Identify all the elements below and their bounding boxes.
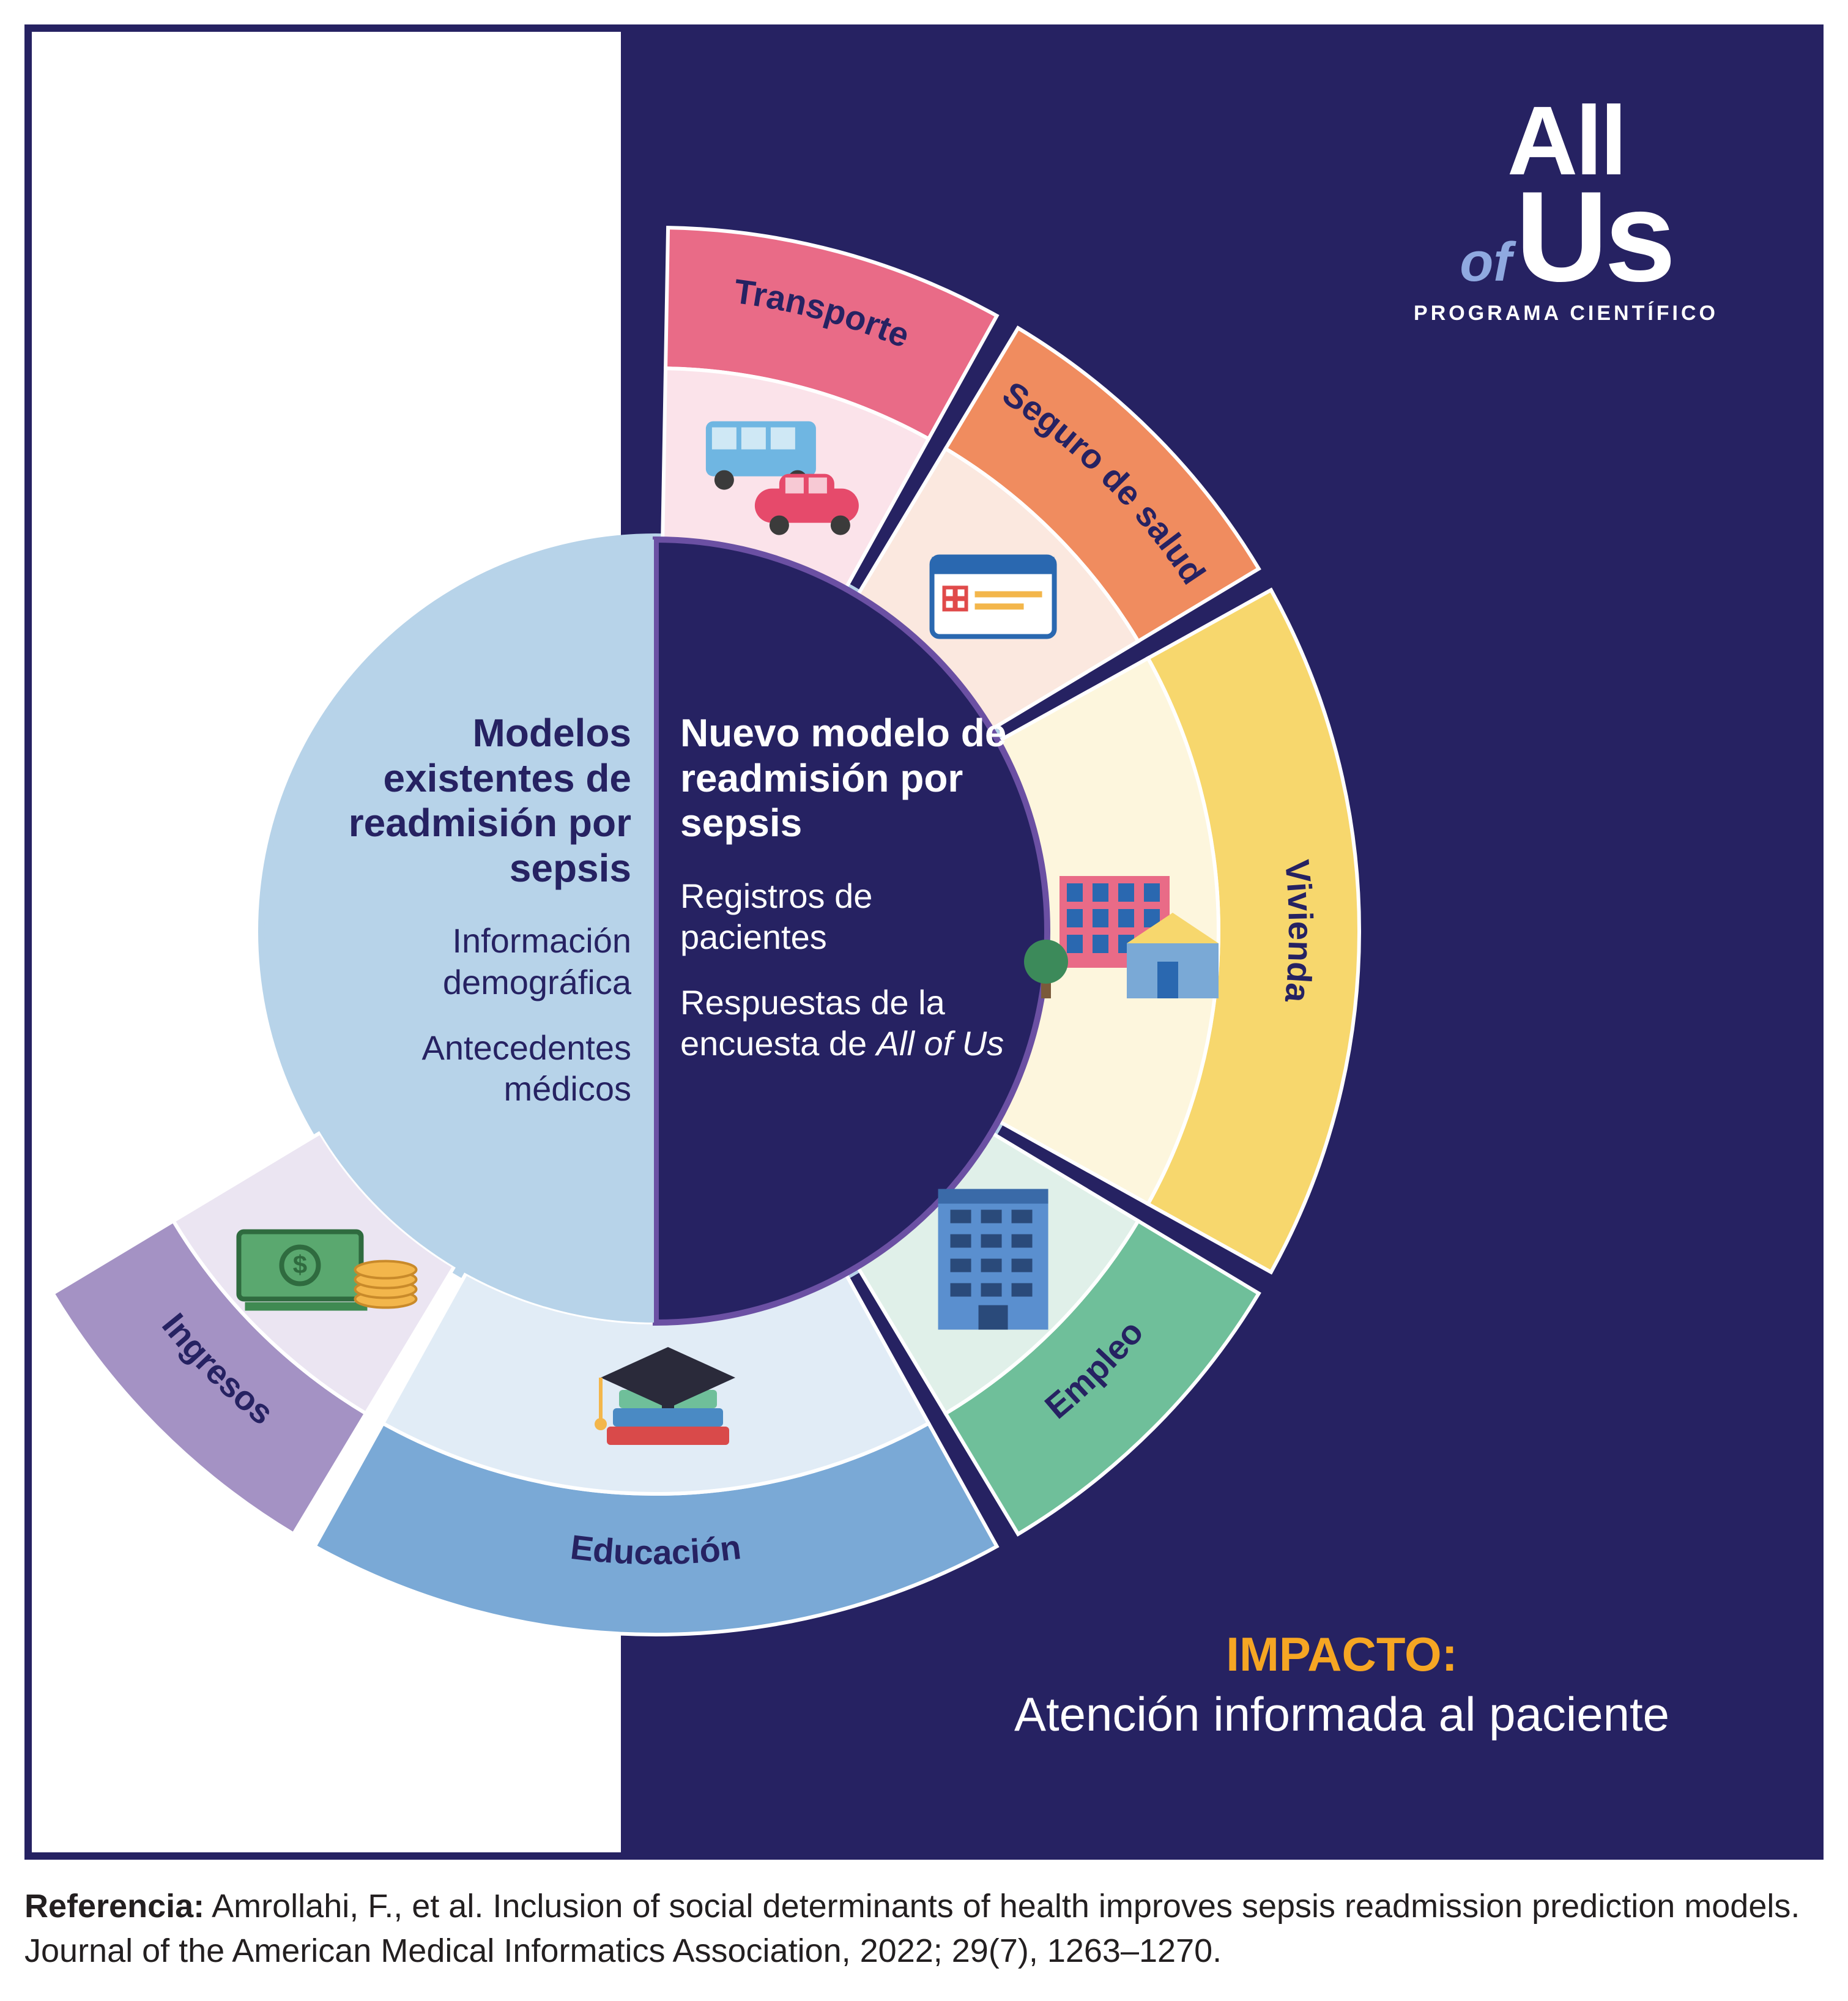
impact-label: IMPACTO:: [1014, 1627, 1669, 1682]
center-text-right: Nuevo modelo de readmisión por sepsis Re…: [680, 711, 1011, 1064]
right-line1: Registros de pacientes: [680, 875, 1011, 957]
empleo-icon: [938, 1189, 1048, 1330]
right-line2: Respuestas de la encuesta de All of Us: [680, 982, 1011, 1064]
svg-text:$: $: [293, 1250, 307, 1279]
center-text-left: Modelos existentes de readmisión por sep…: [313, 711, 631, 1109]
ref-label: Referencia:: [24, 1888, 204, 1925]
figure-box: All of Us PROGRAMA CIENTÍFICO Transporte…: [24, 24, 1824, 1860]
left-title: Modelos existentes de readmisión por sep…: [313, 711, 631, 891]
right-title: Nuevo modelo de readmisión por sepsis: [680, 711, 1011, 846]
footer-reference: Referencia: Amrollahi, F., et al. Inclus…: [24, 1884, 1824, 1973]
main-container: All of Us PROGRAMA CIENTÍFICO Transporte…: [24, 24, 1824, 1973]
ref-text: Amrollahi, F., et al. Inclusion of socia…: [24, 1888, 1800, 1969]
right-line2b: All of Us: [877, 1024, 1004, 1063]
left-line2: Antecedentes médicos: [313, 1027, 631, 1109]
wedge-label-vivienda: Vivienda: [1278, 858, 1320, 1004]
impact-text: Atención informada al paciente: [1014, 1687, 1669, 1742]
wedge-label-educacion: Educación: [568, 1528, 743, 1572]
impact-block: IMPACTO: Atención informada al paciente: [1014, 1627, 1669, 1742]
left-line1: Información demográfica: [313, 920, 631, 1002]
seguro-icon: [932, 557, 1055, 636]
